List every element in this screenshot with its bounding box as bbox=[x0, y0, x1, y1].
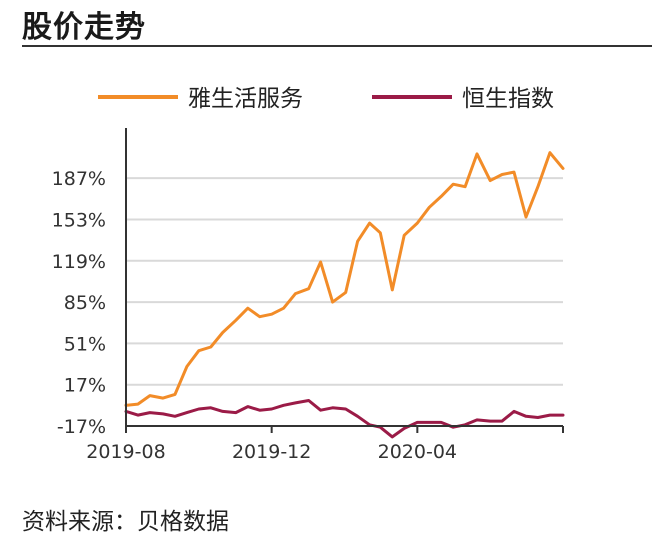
series-line-2 bbox=[124, 399, 565, 439]
y-tick-label: 187% bbox=[52, 168, 106, 190]
y-tick-label: 17% bbox=[64, 375, 106, 397]
y-tick-label: -17% bbox=[57, 416, 106, 438]
chart-legend: 雅生活服务 恒生指数 bbox=[98, 86, 554, 112]
axes: 187% 153% 119% 85% 51% 17% -17% 2019-08 2019-12 2… bbox=[52, 128, 564, 463]
title-divider bbox=[22, 45, 652, 47]
data-source-note: 资料来源：贝格数据 bbox=[22, 509, 229, 535]
page-title: 股价走势 bbox=[22, 10, 146, 45]
y-tick-label: 153% bbox=[52, 209, 106, 231]
x-tick-label: 2019-12 bbox=[232, 441, 311, 463]
stock-price-chart: 雅生活服务 恒生指数 187% 153% 119% 85% 51% 17% -17% 2019-… bbox=[52, 86, 565, 463]
series-line-1 bbox=[124, 151, 565, 407]
x-tick-label: 2019-08 bbox=[86, 441, 165, 463]
y-tick-label: 51% bbox=[64, 333, 106, 355]
y-tick-label: 119% bbox=[52, 251, 106, 273]
gridlines bbox=[126, 177, 563, 386]
y-tick-label: 85% bbox=[64, 292, 106, 314]
x-tick-label: 2020-04 bbox=[378, 441, 457, 463]
legend-label-1: 雅生活服务 bbox=[188, 86, 303, 112]
series-layer bbox=[124, 151, 565, 439]
legend-label-2: 恒生指数 bbox=[462, 86, 554, 112]
